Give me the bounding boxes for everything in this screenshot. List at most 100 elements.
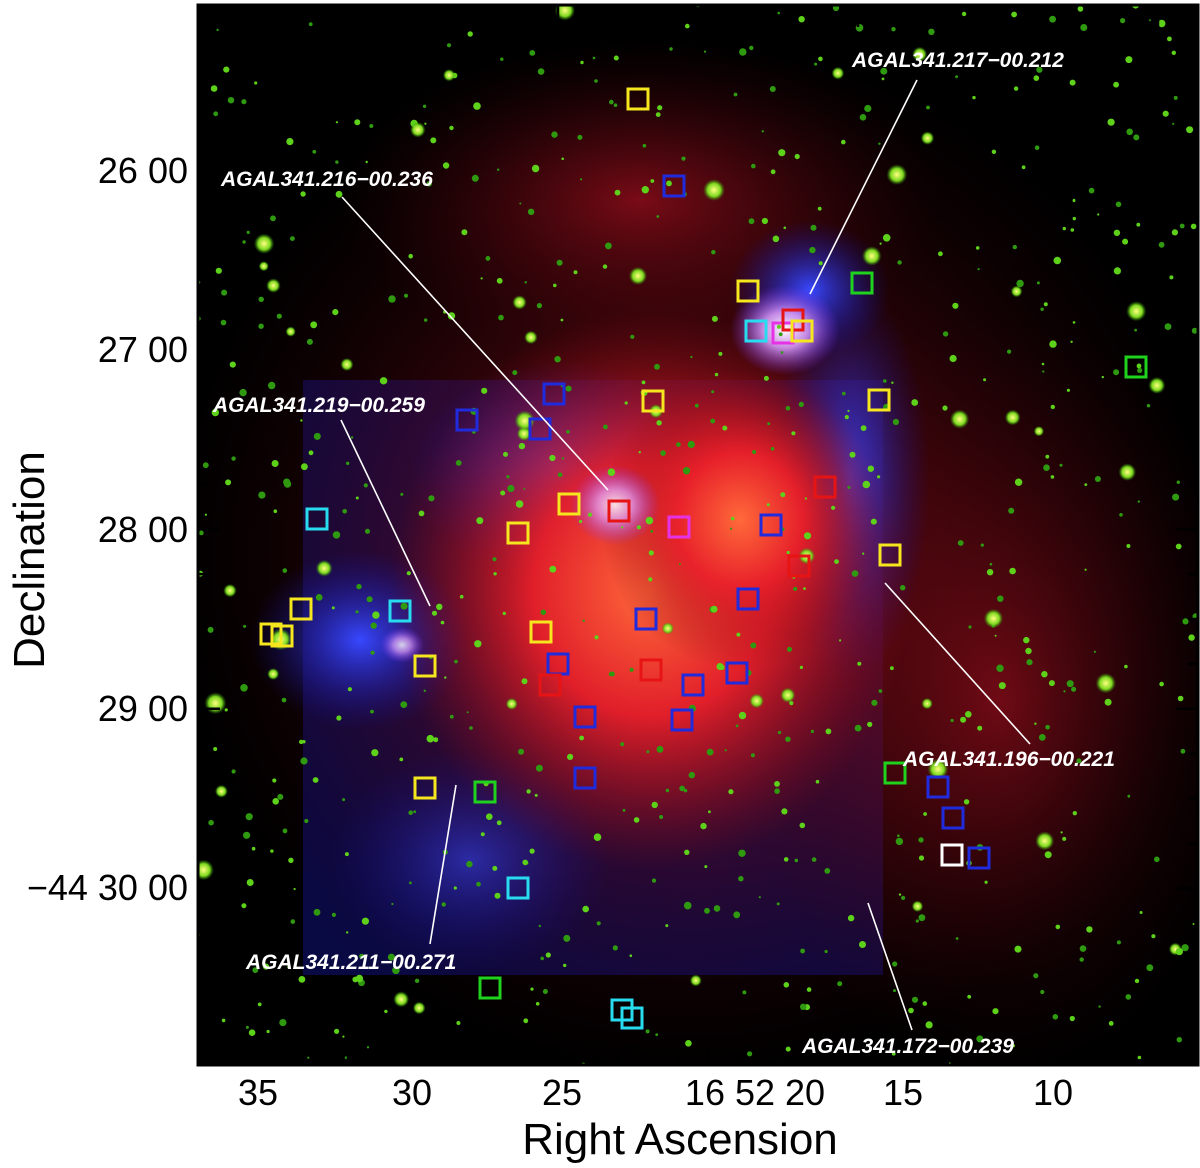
- star: [549, 565, 557, 573]
- star: [648, 550, 654, 556]
- star: [1079, 945, 1087, 952]
- star: [770, 169, 776, 175]
- star: [535, 764, 543, 772]
- star: [243, 831, 251, 839]
- star: [1041, 671, 1048, 678]
- source-label: AGAL341.172−00.239: [801, 1035, 1014, 1058]
- star: [778, 332, 783, 337]
- star: [767, 422, 771, 426]
- star: [704, 907, 710, 914]
- marker-square-yellow: [736, 279, 760, 303]
- star: [577, 134, 583, 140]
- star: [1049, 340, 1057, 348]
- star: [424, 122, 427, 125]
- star: [862, 552, 865, 555]
- star: [430, 137, 437, 144]
- star: [461, 229, 468, 236]
- star: [1169, 275, 1174, 280]
- star: [276, 313, 282, 319]
- star: [1179, 223, 1185, 229]
- star: [1045, 724, 1050, 730]
- star: [603, 424, 608, 430]
- star: [529, 50, 536, 56]
- star: [602, 264, 608, 269]
- star: [878, 689, 883, 693]
- star: [901, 895, 906, 901]
- star: [733, 92, 738, 97]
- star: [770, 447, 775, 451]
- star: [847, 914, 855, 922]
- star: [356, 583, 362, 590]
- star: [594, 79, 598, 83]
- star: [561, 457, 564, 460]
- star: [1071, 686, 1077, 692]
- star: [804, 497, 808, 500]
- star: [794, 153, 800, 160]
- star: [1093, 650, 1096, 653]
- star: [456, 1021, 461, 1025]
- star: [214, 784, 228, 798]
- marker-square-blue: [670, 708, 694, 732]
- star: [749, 693, 764, 709]
- marker-square-magenta: [667, 515, 691, 539]
- marker-square-yellow: [506, 521, 530, 545]
- star: [346, 931, 349, 934]
- marker-square-cyan: [506, 876, 530, 900]
- star: [551, 131, 558, 138]
- star: [331, 912, 336, 918]
- star: [215, 267, 222, 274]
- star: [198, 530, 204, 536]
- star: [809, 246, 816, 254]
- star: [449, 714, 454, 719]
- star: [735, 724, 739, 728]
- star: [622, 808, 626, 812]
- star: [365, 160, 368, 164]
- star: [285, 326, 296, 337]
- star: [777, 730, 782, 735]
- star: [560, 318, 564, 322]
- star: [372, 611, 380, 619]
- star: [911, 996, 919, 1003]
- star: [442, 162, 450, 169]
- star: [942, 331, 949, 337]
- star: [400, 492, 404, 496]
- marker-square-blue: [725, 661, 749, 685]
- star: [825, 728, 832, 735]
- star: [1107, 118, 1115, 126]
- star: [410, 122, 426, 138]
- star: [220, 319, 227, 326]
- star: [251, 846, 256, 851]
- star: [950, 718, 954, 723]
- star: [722, 425, 728, 431]
- x-tick-label: 16 52 20: [685, 1072, 825, 1113]
- star: [554, 356, 561, 363]
- marker-square-cyan: [744, 319, 768, 343]
- star: [474, 640, 482, 648]
- star: [806, 987, 812, 992]
- star: [466, 860, 473, 868]
- y-tick-label: 27 00: [98, 329, 188, 370]
- star: [891, 27, 896, 32]
- star: [704, 865, 708, 869]
- star: [1041, 362, 1045, 366]
- star: [1154, 856, 1160, 863]
- star: [789, 701, 794, 706]
- marker-square-yellow: [413, 776, 437, 800]
- star: [794, 858, 799, 863]
- star: [512, 370, 518, 376]
- star: [1136, 222, 1141, 227]
- star: [733, 911, 741, 919]
- star: [262, 963, 270, 970]
- star: [714, 372, 719, 377]
- star: [783, 982, 790, 988]
- star: [523, 487, 526, 490]
- marker-square-red: [639, 658, 663, 682]
- star: [1137, 500, 1141, 503]
- star: [538, 924, 541, 928]
- star: [908, 1007, 914, 1014]
- rgb-image: [198, 5, 1198, 1065]
- star: [454, 659, 458, 664]
- star: [654, 363, 660, 370]
- star: [406, 571, 411, 576]
- star: [847, 485, 851, 489]
